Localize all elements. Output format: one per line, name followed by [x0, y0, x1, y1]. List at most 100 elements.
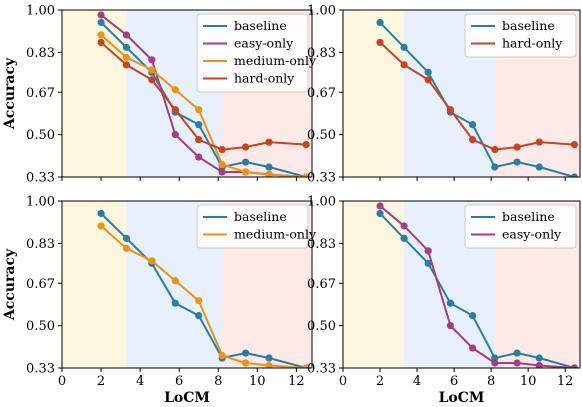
data-point-easy-only: [535, 361, 543, 368]
data-point-baseline: [469, 312, 477, 320]
data-point-baseline: [400, 43, 408, 51]
x-tick-label: 8: [214, 374, 222, 389]
x-tick-label: 12: [557, 374, 574, 389]
band-easy: [62, 10, 127, 177]
data-point-medium-only: [97, 222, 105, 230]
y-tick-label: 0.83: [26, 237, 55, 252]
x-tick-label: 2: [376, 374, 384, 389]
data-point-hard-only: [491, 145, 499, 154]
data-point-medium-only: [302, 364, 310, 368]
y-tick-label: 0.83: [307, 46, 336, 61]
data-point-baseline: [122, 43, 131, 51]
data-point-hard-only: [302, 140, 310, 149]
x-tick-label: 6: [450, 374, 458, 389]
data-point-medium-only: [195, 297, 203, 305]
data-point-medium-only: [171, 277, 179, 285]
data-point-hard-only: [446, 106, 454, 114]
y-axis-label: Accuracy: [2, 248, 18, 321]
legend-label: medium-only: [234, 53, 317, 68]
x-tick-label: 12: [288, 374, 305, 389]
data-point-easy-only: [122, 31, 131, 39]
x-tick-label: 2: [97, 374, 105, 389]
legend-label: baseline: [234, 209, 287, 224]
y-tick-label: 1.00: [26, 195, 55, 210]
data-point-medium-only: [218, 160, 226, 169]
y-tick-label: 0.33: [26, 171, 55, 186]
data-point-baseline: [491, 354, 499, 362]
legend-label: hard-only: [502, 36, 563, 51]
y-tick-label: 0.50: [307, 319, 336, 334]
x-tick-label: 6: [175, 374, 183, 389]
data-point-medium-only: [195, 106, 203, 114]
data-point-medium-only: [241, 359, 250, 367]
y-tick-label: 1.00: [26, 4, 55, 19]
data-point-medium-only: [265, 170, 273, 177]
data-point-hard-only: [265, 138, 273, 146]
data-point-hard-only: [513, 143, 521, 151]
data-point-easy-only: [195, 153, 203, 161]
data-point-baseline: [446, 299, 454, 307]
x-tick-label: 10: [520, 374, 537, 389]
data-point-baseline: [376, 18, 384, 27]
legend-label: medium-only: [234, 227, 317, 242]
x-tick-label: 4: [413, 374, 421, 389]
axes-frame: [61, 9, 313, 178]
x-axis-label: LoCM: [164, 390, 210, 406]
data-point-baseline: [241, 349, 250, 357]
legend-label: hard-only: [234, 71, 295, 86]
data-point-medium-only: [171, 86, 179, 94]
data-point-baseline: [535, 354, 543, 362]
data-point-baseline: [171, 299, 179, 307]
data-point-medium-only: [122, 244, 131, 252]
data-point-easy-only: [97, 11, 105, 19]
y-tick-label: 0.50: [307, 128, 336, 143]
legend: baseline medium-only: [196, 204, 317, 249]
data-point-hard-only: [424, 76, 432, 84]
legend-label: easy-only: [234, 36, 294, 51]
data-point-baseline: [265, 354, 273, 362]
y-tick-label: 0.50: [26, 319, 55, 334]
legend-label: easy-only: [502, 227, 562, 242]
legend-label: baseline: [234, 18, 287, 33]
data-point-easy-only: [446, 322, 454, 330]
data-point-baseline: [265, 163, 273, 171]
data-point-easy-only: [376, 202, 384, 210]
data-point-hard-only: [148, 76, 156, 84]
y-tick-label: 0.67: [26, 277, 55, 292]
band-easy: [343, 10, 405, 177]
data-point-baseline: [513, 349, 521, 357]
y-tick-label: 0.50: [26, 128, 55, 143]
y-axis-label: Accuracy: [2, 57, 18, 130]
data-point-baseline: [376, 209, 384, 218]
data-point-hard-only: [218, 145, 226, 154]
data-point-medium-only: [148, 66, 156, 74]
data-point-easy-only: [570, 364, 579, 368]
data-point-baseline: [195, 121, 203, 129]
data-point-baseline: [491, 163, 499, 171]
data-point-hard-only: [376, 38, 384, 47]
x-tick-label: 8: [487, 374, 495, 389]
data-point-baseline: [97, 209, 105, 218]
data-point-easy-only: [469, 344, 477, 352]
axes-frame: [342, 9, 581, 178]
data-point-medium-only: [241, 168, 250, 176]
y-tick-label: 1.00: [307, 4, 336, 19]
chart-panel-2: 0.33 0.50 0.67 0.83 1.00 baseline hard-only: [307, 4, 581, 186]
x-tick-label: 10: [249, 374, 266, 389]
data-point-easy-only: [171, 131, 179, 139]
y-tick-label: 0.33: [307, 171, 336, 186]
data-point-easy-only: [400, 222, 408, 230]
data-point-hard-only: [122, 61, 131, 69]
data-point-hard-only: [469, 136, 477, 144]
legend: baseline easy-only medium-only hard-only: [196, 13, 317, 93]
data-point-medium-only: [265, 361, 273, 368]
data-point-medium-only: [122, 53, 131, 61]
data-point-medium-only: [97, 31, 105, 39]
legend-label: baseline: [502, 209, 555, 224]
data-point-baseline: [424, 259, 432, 267]
data-point-hard-only: [195, 136, 203, 144]
data-point-hard-only: [241, 143, 250, 151]
data-point-hard-only: [535, 138, 543, 146]
data-point-baseline: [570, 173, 579, 177]
x-tick-label: 0: [58, 374, 66, 389]
